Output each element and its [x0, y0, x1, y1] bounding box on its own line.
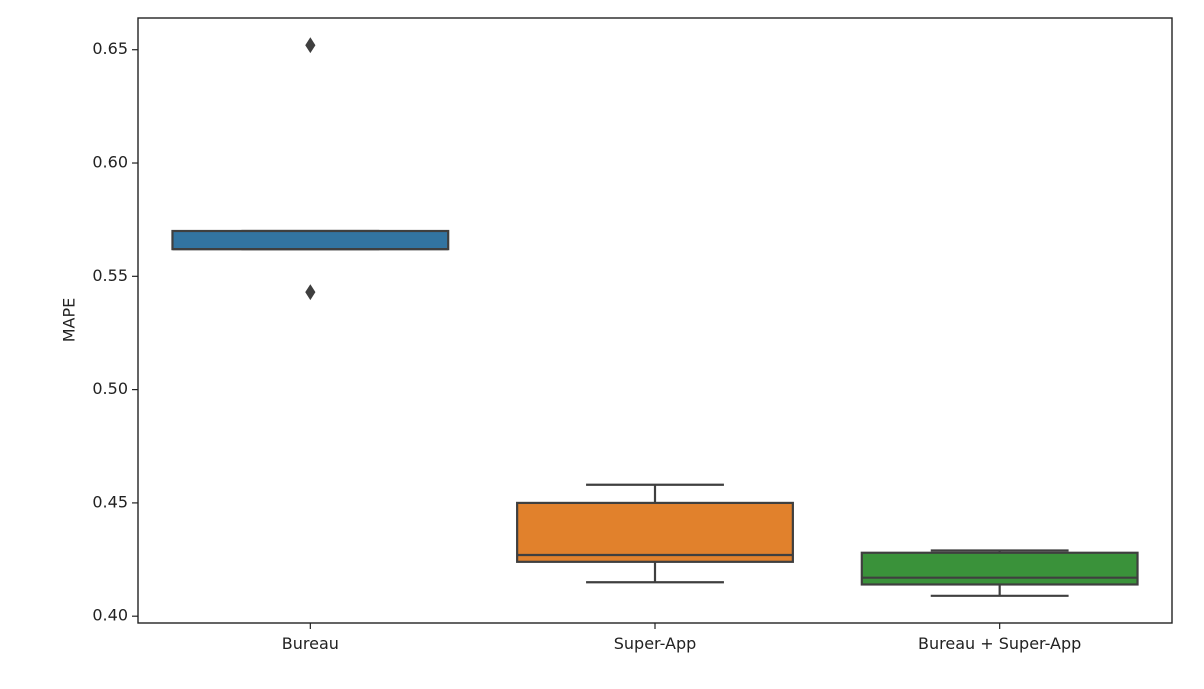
box-2	[860, 549, 1139, 597]
x-tick-label: Bureau + Super-App	[918, 634, 1081, 653]
box-body	[860, 551, 1139, 586]
outlier-point	[305, 284, 316, 301]
box-1	[516, 483, 794, 584]
y-tick-label: 0.40	[92, 606, 128, 625]
y-tick-label: 0.50	[92, 379, 128, 398]
x-tick-label: Super-App	[614, 634, 697, 653]
box-0	[171, 37, 450, 301]
boxes-group	[171, 37, 1139, 597]
box-body	[171, 229, 450, 251]
y-axis: 0.40 0.45 0.50 0.55 0.60 0.65	[92, 39, 138, 625]
outlier-point	[305, 37, 316, 54]
y-tick-label: 0.65	[92, 39, 128, 58]
x-axis: Bureau Super-App Bureau + Super-App	[282, 623, 1081, 653]
y-tick-label: 0.60	[92, 153, 128, 172]
box-body	[516, 501, 794, 563]
y-axis-title: MAPE	[60, 298, 79, 343]
y-tick-label: 0.55	[92, 266, 128, 285]
x-tick-label: Bureau	[282, 634, 339, 653]
y-tick-label: 0.45	[92, 492, 128, 511]
